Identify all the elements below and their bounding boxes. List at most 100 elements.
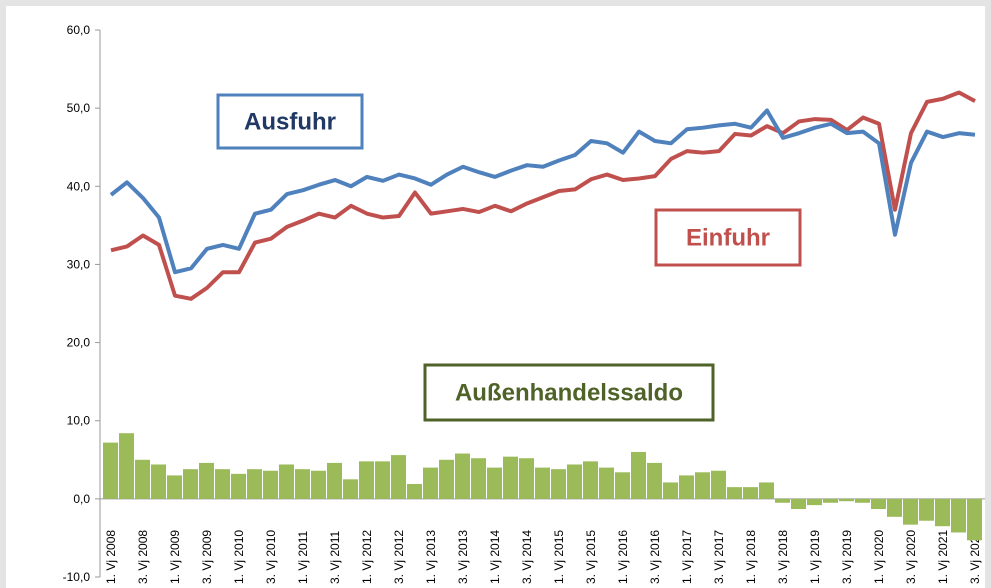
bar [439, 459, 454, 499]
bar [151, 464, 166, 499]
x-tick-label: 3. Vj 2011 [328, 531, 342, 584]
bar [311, 470, 326, 499]
bar [471, 458, 486, 499]
bar [823, 498, 838, 503]
bar [631, 451, 646, 499]
x-tick-label: 1. Vj 2008 [104, 530, 118, 584]
x-tick-label: 3. Vj 2020 [904, 530, 918, 584]
x-tick-label: 1. Vj 2020 [872, 530, 886, 584]
bar [519, 458, 534, 499]
y-tick-label: 10,0 [67, 414, 91, 428]
bar [295, 469, 310, 499]
bar [327, 462, 342, 499]
x-tick-label: 1. Vj 2014 [488, 530, 502, 584]
bar [887, 498, 902, 517]
x-tick-label: 3. Vj 2014 [520, 530, 534, 584]
x-tick-label: 3. Vj 2012 [392, 530, 406, 584]
x-tick-label: 3. Vj 2016 [648, 530, 662, 584]
y-tick-label: 40,0 [67, 179, 91, 193]
bar [375, 461, 390, 499]
bar [183, 469, 198, 499]
bar [391, 455, 406, 499]
x-tick-label: 1. Vj 2018 [744, 530, 758, 584]
x-tick-label: 1. Vj 2013 [424, 530, 438, 584]
bar [535, 467, 550, 499]
bar [279, 464, 294, 499]
bar [855, 498, 870, 503]
bar [359, 461, 374, 499]
x-tick-label: 1. Vj 2021 [936, 530, 950, 584]
bar [231, 473, 246, 499]
legend-label: Außenhandelssaldo [455, 380, 683, 407]
bar [791, 498, 806, 510]
bar [759, 482, 774, 499]
x-tick-label: 1. Vj 2015 [552, 530, 566, 584]
legend-label: Ausfuhr [244, 109, 336, 136]
bar [743, 487, 758, 499]
bar [567, 464, 582, 499]
bar [647, 462, 662, 499]
plot-background [6, 6, 985, 588]
x-tick-label: 1. Vj 2009 [168, 530, 182, 584]
bar [247, 469, 262, 499]
x-tick-label: 3. Vj 2008 [136, 530, 150, 584]
bar [199, 462, 214, 499]
bar [839, 498, 854, 502]
bar [135, 459, 150, 499]
y-tick-label: 60,0 [67, 23, 91, 37]
bar [487, 467, 502, 499]
bar [807, 498, 822, 506]
y-tick-label: 0,0 [73, 492, 90, 506]
bar [935, 498, 950, 527]
bar [615, 472, 630, 499]
bar [695, 472, 710, 499]
bar [455, 453, 470, 499]
bar [663, 482, 678, 499]
x-tick-label: 3. Vj 2018 [776, 530, 790, 584]
x-tick-label: 1. Vj 2012 [360, 530, 374, 584]
x-tick-label: 3. Vj 2019 [840, 530, 854, 584]
bar [727, 487, 742, 499]
x-tick-label: 1. Vj 2019 [808, 530, 822, 584]
bar [503, 456, 518, 499]
bar [551, 469, 566, 499]
y-tick-label: -10,0 [63, 570, 91, 584]
x-tick-label: 3. Vj 2009 [200, 530, 214, 584]
legend-box [216, 93, 364, 150]
y-tick-label: 30,0 [67, 257, 91, 271]
x-tick-label: 3. Vj 2010 [264, 530, 278, 584]
x-tick-label: 1. Vj 2017 [680, 530, 694, 584]
legend-box [654, 208, 802, 267]
bar [967, 498, 982, 541]
bar [583, 461, 598, 499]
x-tick-label: 3. Vj 2015 [584, 530, 598, 584]
bar [263, 470, 278, 499]
bar [423, 467, 438, 499]
bar [599, 467, 614, 499]
bar [215, 469, 230, 499]
bar [871, 498, 886, 510]
bar [775, 498, 790, 503]
x-tick-label: 1. Vj 2010 [232, 530, 246, 584]
x-tick-label: 3. Vj 2017 [712, 530, 726, 584]
line [110, 90, 976, 301]
bar [951, 498, 966, 533]
bar [919, 498, 934, 521]
x-tick-label: 1. Vj 2016 [616, 530, 630, 584]
x-tick-label: 3. Vj 2013 [456, 530, 470, 584]
bar [407, 484, 422, 499]
bar [679, 475, 694, 499]
bar [711, 470, 726, 499]
bar [903, 498, 918, 525]
bar [103, 442, 118, 499]
x-tick-label: 3. Vj 2021 [968, 530, 982, 584]
legend-box [423, 363, 715, 422]
legend-label: Einfuhr [686, 225, 770, 252]
bar [167, 475, 182, 499]
y-tick-label: 50,0 [67, 101, 91, 115]
bar [119, 433, 134, 499]
x-tick-label: 1. Vj 2011 [296, 531, 310, 584]
bar [343, 479, 358, 499]
y-tick-label: 20,0 [67, 336, 91, 350]
